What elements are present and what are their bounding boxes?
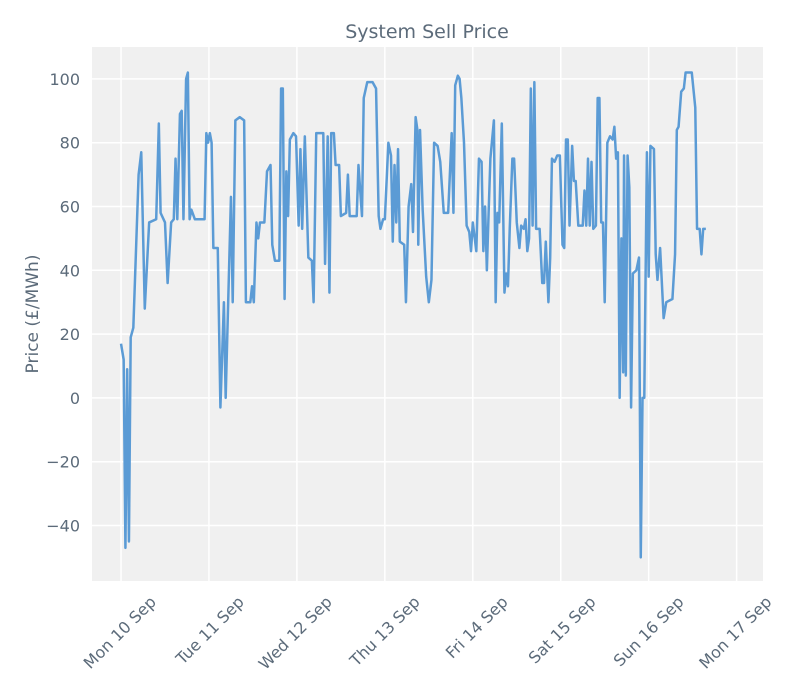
y-tick-label: 40 bbox=[60, 261, 80, 280]
x-tick-label: Thu 13 Sep bbox=[345, 592, 423, 670]
x-tick-label: Mon 10 Sep bbox=[80, 592, 160, 672]
y-tick-label: 80 bbox=[60, 134, 80, 153]
y-tick-label: 100 bbox=[49, 70, 80, 89]
x-tick-label: Tue 11 Sep bbox=[171, 592, 247, 668]
y-tick-label: −40 bbox=[46, 516, 80, 535]
x-tick-label: Mon 17 Sep bbox=[695, 592, 775, 672]
price-line bbox=[119, 71, 706, 559]
x-tick-label: Wed 12 Sep bbox=[255, 592, 336, 673]
y-tick-label: 60 bbox=[60, 197, 80, 216]
y-axis-label: Price (£/MWh) bbox=[23, 255, 43, 374]
y-tick-label: −20 bbox=[46, 453, 80, 472]
plot-area bbox=[92, 47, 763, 581]
x-tick-label: Fri 14 Sep bbox=[442, 592, 512, 662]
chart-title: System Sell Price bbox=[345, 21, 509, 43]
y-tick-label: 0 bbox=[70, 389, 80, 408]
x-tick-label: Sat 15 Sep bbox=[525, 592, 600, 667]
y-tick-label: 20 bbox=[60, 325, 80, 344]
x-tick-label: Sun 16 Sep bbox=[610, 592, 688, 670]
